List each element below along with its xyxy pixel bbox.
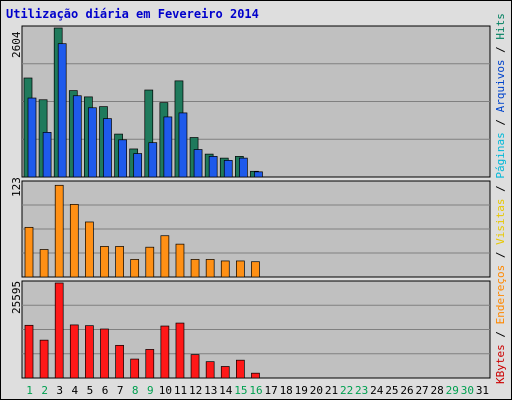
x-tick-label-day-13: 13 [204,384,217,397]
arquivos-bar-day-3 [57,43,67,178]
x-tick-label-day-18: 18 [280,384,293,397]
x-tick-label-day-23: 23 [355,384,368,397]
arquivos-bar-day-7 [118,139,127,178]
arquivos-bar-day-2 [42,132,52,178]
arquivos-bar-day-15 [239,157,248,178]
x-tick-label-day-4: 4 [72,384,79,397]
legend-separator: / [494,324,507,345]
arquivos-bar-day-14 [223,160,233,178]
endereos-bar-day-16 [251,261,260,278]
arquivos-bar-day-5 [88,107,97,178]
x-tick-label-day-25: 25 [385,384,398,397]
x-tick-label-day-14: 14 [219,384,233,397]
x-tick-label-day-9: 9 [147,384,154,397]
endereos-bar-day-6 [100,246,109,278]
kbytes-bar-day-2 [39,339,49,379]
x-tick-label-day-12: 12 [189,384,202,397]
endereos-bar-day-2 [39,249,49,278]
endereos-bar-day-5 [85,221,94,278]
endereos-bar-day-9 [145,246,155,278]
legend-item-arquivos: Arquivos [494,59,507,113]
x-tick-label-day-11: 11 [174,384,187,397]
kbytes-bar-day-10 [160,325,170,379]
chart-title: Utilização diária em Fevereiro 2014 [6,7,259,21]
endereos-bar-day-15 [236,260,245,278]
kbytes-bar-day-13 [205,361,215,379]
x-tick-label-day-21: 21 [325,384,338,397]
legend-item-visitas: Visitas [494,198,507,245]
kbytes-bar-day-9 [145,349,155,379]
x-tick-label-day-6: 6 [102,384,109,397]
x-tick-label-day-22: 22 [340,384,353,397]
kbytes-bar-day-6 [100,328,109,379]
legend-separator: / [494,39,507,60]
x-tick-label-day-31: 31 [476,384,489,397]
arquivos-bar-day-6 [103,118,112,178]
kbytes-bar-day-14 [220,366,230,379]
kbytes-bar-day-3 [54,282,64,379]
kbytes-bar-day-4 [69,324,79,379]
arquivos-bar-day-9 [148,142,158,178]
arquivos-bar-day-4 [72,95,82,178]
endereos-bar-day-10 [160,235,170,278]
kbytes-bar-day-12 [190,354,200,379]
x-tick-label-day-15: 15 [234,384,247,397]
legend: KBytes / Endereços / Visitas / Páginas /… [494,13,507,384]
kbytes-bar-day-5 [85,325,94,379]
endereos-bar-day-11 [175,243,185,278]
x-tick-label-day-5: 5 [87,384,94,397]
top-panel-ymax-label: 2604 [10,31,23,59]
x-tick-label-day-3: 3 [56,384,63,397]
kbytes-bar-day-1 [24,324,34,379]
legend-separator: / [494,244,507,265]
legend-item-pginas: Páginas [494,132,507,179]
arquivos-bar-day-10 [163,116,173,178]
arquivos-bar-day-11 [178,112,188,178]
bottom-panel-ymax-label: 25595 [10,280,23,314]
arquivos-bar-day-12 [193,149,203,178]
x-tick-label-day-1: 1 [26,384,33,397]
arquivos-bar-day-13 [208,156,218,178]
arquivos-bar-day-16 [254,171,263,178]
x-tick-label-day-17: 17 [264,384,277,397]
endereos-bar-day-7 [115,246,124,278]
legend-separator: / [494,112,507,133]
x-tick-label-day-2: 2 [41,384,48,397]
x-tick-label-day-29: 29 [446,384,459,397]
legend-item-kbytes: KBytes [494,344,507,384]
x-tick-label-day-24: 24 [370,384,384,397]
endereos-bar-day-12 [190,259,200,278]
kbytes-bar-day-7 [115,344,124,379]
x-tick-label-day-8: 8 [132,384,139,397]
x-tick-label-day-7: 7 [117,384,124,397]
endereos-bar-day-13 [205,259,215,278]
legend-item-endereos: Endereços [494,264,507,325]
arquivos-bar-day-8 [133,153,143,178]
kbytes-bar-day-16 [251,372,260,379]
x-tick-label-day-20: 20 [310,384,323,397]
x-tick-label-day-30: 30 [461,384,474,397]
endereos-bar-day-8 [130,259,140,278]
legend-separator: / [494,178,507,199]
x-tick-label-day-26: 26 [400,384,413,397]
x-tick-label-day-27: 27 [415,384,428,397]
x-tick-label-day-28: 28 [431,384,444,397]
x-tick-label-day-10: 10 [159,384,172,397]
kbytes-bar-day-15 [236,359,245,379]
x-tick-label-day-19: 19 [295,384,308,397]
endereos-bar-day-1 [24,226,34,278]
middle-panel-ymax-label: 123 [10,177,23,197]
x-tick-label-day-16: 16 [249,384,262,397]
kbytes-bar-day-8 [130,358,140,379]
kbytes-bar-day-11 [175,322,185,379]
arquivos-bar-day-1 [27,97,37,178]
endereos-bar-day-14 [220,260,230,278]
endereos-bar-day-4 [69,204,79,278]
endereos-bar-day-3 [54,184,64,278]
legend-item-hits: Hits [494,13,507,40]
